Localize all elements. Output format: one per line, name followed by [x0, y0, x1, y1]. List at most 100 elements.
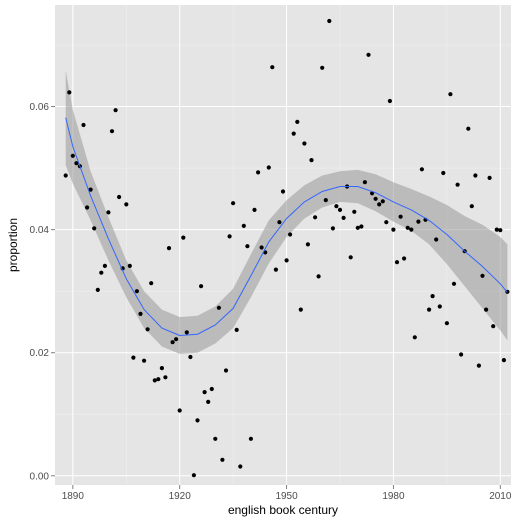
data-point: [498, 228, 503, 233]
x-tick-label: 1950: [275, 491, 298, 502]
data-point: [437, 304, 442, 309]
data-point: [501, 358, 506, 363]
data-point: [223, 368, 229, 373]
data-point: [206, 399, 211, 404]
data-point: [409, 227, 414, 232]
data-point: [330, 226, 335, 231]
y-tick-label: 0.06: [30, 102, 50, 113]
data-point: [92, 226, 97, 231]
confidence-ribbon: [65, 70, 508, 354]
data-point: [366, 52, 371, 57]
data-point: [377, 202, 382, 207]
data-point: [270, 65, 275, 70]
data-point: [444, 321, 449, 326]
x-tick-label: 1980: [382, 491, 405, 502]
data-point: [373, 196, 378, 201]
data-point: [145, 327, 150, 332]
smooth-trend-line: [65, 117, 508, 337]
data-point: [159, 366, 164, 371]
data-point: [181, 235, 186, 240]
data-point: [469, 204, 474, 209]
data-point: [412, 335, 417, 340]
data-point: [174, 337, 179, 342]
data-point: [102, 263, 107, 268]
data-point: [142, 358, 147, 363]
data-point: [391, 227, 396, 232]
data-point: [152, 378, 157, 383]
data-point: [216, 305, 221, 310]
data-point: [416, 219, 421, 224]
data-point: [316, 274, 321, 279]
data-point: [266, 165, 271, 170]
data-point: [202, 390, 207, 395]
data-point: [227, 234, 232, 239]
data-point: [273, 267, 278, 272]
y-axis-ticks: 0.00 0.02 0.04 0.06: [30, 102, 55, 482]
data-point: [313, 215, 318, 220]
data-point: [487, 175, 492, 180]
data-point: [380, 199, 385, 204]
minor-gridlines: [55, 5, 511, 485]
data-point: [362, 180, 367, 185]
data-point: [245, 244, 250, 249]
data-point: [355, 225, 360, 230]
x-axis-ticks: 1890 1920 1950 1980 2010: [62, 485, 512, 502]
data-point: [99, 270, 104, 275]
data-point: [113, 108, 118, 113]
data-point: [177, 408, 182, 413]
data-point: [106, 210, 111, 215]
data-point: [134, 289, 139, 294]
data-point: [288, 232, 293, 237]
data-point: [405, 225, 410, 230]
data-point: [334, 204, 339, 209]
data-point: [131, 355, 136, 360]
data-point: [291, 131, 296, 136]
data-point: [138, 311, 143, 316]
data-points: [63, 18, 510, 478]
data-point: [70, 153, 75, 158]
data-point: [455, 182, 460, 187]
data-point: [384, 220, 389, 225]
data-point: [309, 158, 314, 163]
y-tick-label: 0.00: [30, 471, 50, 482]
data-point: [252, 207, 257, 212]
data-point: [484, 307, 489, 312]
data-point: [398, 214, 403, 219]
data-point: [191, 473, 196, 478]
data-point: [394, 260, 400, 265]
data-point: [441, 170, 446, 176]
data-point: [348, 255, 353, 260]
data-point: [199, 284, 204, 289]
data-point: [248, 436, 253, 441]
data-point: [427, 307, 432, 312]
data-point: [491, 324, 496, 329]
data-point: [209, 386, 214, 392]
data-point: [63, 173, 68, 178]
data-point: [220, 457, 225, 462]
data-point: [480, 273, 485, 278]
data-point: [402, 256, 407, 261]
data-point: [476, 363, 481, 368]
data-point: [184, 330, 189, 335]
data-point: [127, 263, 132, 268]
data-point: [259, 245, 264, 250]
data-point: [88, 187, 93, 192]
data-point: [473, 173, 478, 178]
data-point: [430, 294, 435, 299]
y-tick-label: 0.02: [30, 348, 50, 359]
data-point: [434, 237, 439, 242]
data-point: [124, 202, 129, 207]
data-point: [95, 287, 100, 292]
data-point: [81, 122, 86, 128]
data-point: [166, 246, 172, 251]
data-point: [327, 18, 332, 24]
data-point: [302, 141, 307, 146]
data-point: [419, 167, 424, 172]
data-point: [67, 90, 72, 95]
y-tick-label: 0.04: [30, 225, 50, 236]
y-axis-title: proportion: [6, 218, 20, 272]
data-point: [195, 418, 200, 423]
data-point: [448, 92, 453, 97]
data-point: [359, 224, 364, 229]
data-point: [170, 340, 175, 345]
